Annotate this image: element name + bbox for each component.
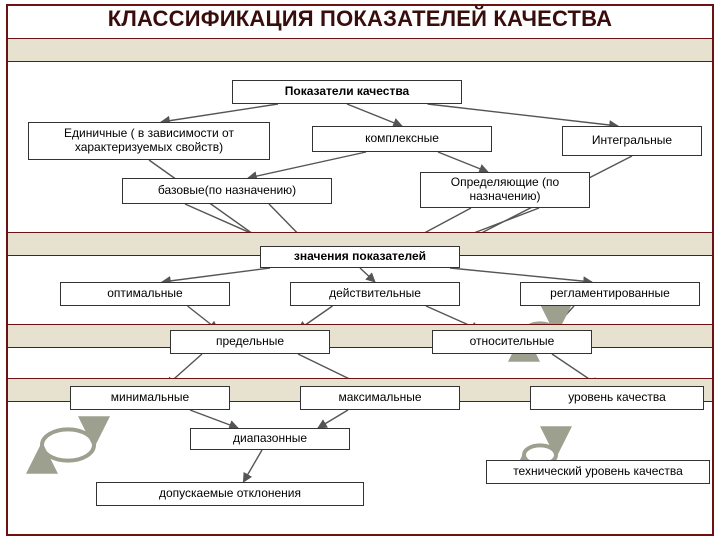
node-v_techlvl: технический уровень качества [486, 460, 710, 484]
node-v_range: диапазонные [190, 428, 350, 450]
node-l1_single: Единичные ( в зависимости от характеризу… [28, 122, 270, 160]
node-root: Показатели качества [232, 80, 462, 104]
background-band [8, 38, 712, 62]
node-v_real: действительные [290, 282, 460, 306]
background-band [8, 324, 712, 348]
node-l2_base: базовые(по назначению) [122, 178, 332, 204]
diagram-title: КЛАССИФИКАЦИЯ ПОКАЗАТЕЛЕЙ КАЧЕСТВА [6, 6, 714, 32]
node-v_opt: оптимальные [60, 282, 230, 306]
node-l1_integral: Интегральные [562, 126, 702, 156]
node-v_qlvl: уровень качества [530, 386, 704, 410]
node-l2_det: Определяющие (по назначению) [420, 172, 590, 208]
node-v_reg: регламентированные [520, 282, 700, 306]
node-v_min: минимальные [70, 386, 230, 410]
node-v_tol: допускаемые отклонения [96, 482, 364, 506]
node-l1_complex: комплексные [312, 126, 492, 152]
node-hdr_values: значения показателей [260, 246, 460, 268]
node-v_max: максимальные [300, 386, 460, 410]
node-v_rel: относительные [432, 330, 592, 354]
node-v_limit: предельные [170, 330, 330, 354]
